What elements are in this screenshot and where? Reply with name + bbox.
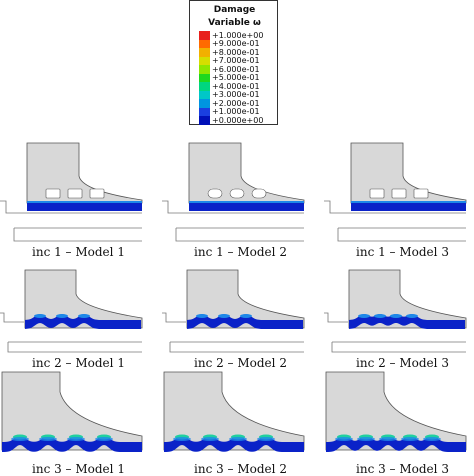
base-plate-outline	[175, 227, 304, 242]
legend-label: +1.000e-01	[212, 107, 260, 116]
base-plate-outline	[162, 312, 186, 323]
tool-groove	[67, 188, 83, 199]
tool-groove	[89, 188, 105, 199]
sheet-strip-edge	[351, 201, 466, 203]
legend-label: +8.000e-01	[212, 47, 260, 57]
caption-inc3-model1: inc 3 – Model 1	[32, 462, 125, 476]
base-plate-outline	[169, 341, 304, 353]
damage-zone	[34, 314, 46, 318]
tool-body	[163, 371, 305, 451]
tool-body	[188, 142, 305, 204]
base-plate-outline	[162, 200, 304, 214]
legend-label: +5.000e-01	[212, 73, 260, 82]
damage-zone	[379, 437, 397, 441]
legend-label: +4.000e-01	[212, 81, 260, 91]
damage-zone	[201, 437, 219, 441]
base-plate-outline	[13, 227, 142, 242]
legend-swatch	[199, 116, 210, 125]
legend-swatch	[199, 99, 210, 108]
tool-groove	[391, 188, 407, 199]
damage-zone	[423, 437, 441, 441]
base-plate-outline	[0, 312, 24, 323]
caption-inc2-model1: inc 2 – Model 1	[32, 356, 125, 370]
caption-inc1-model1: inc 1 – Model 1	[32, 245, 125, 259]
tool-groove	[229, 188, 245, 199]
legend-label: +9.000e-01	[212, 39, 260, 48]
base-plate-outline	[7, 341, 142, 353]
damage-zone	[357, 437, 375, 441]
damage-zone	[257, 437, 275, 441]
tool-groove	[45, 188, 61, 199]
legend-swatch	[199, 65, 210, 74]
damage-zone	[95, 437, 113, 441]
legend-swatch	[199, 39, 210, 49]
damage-zone	[390, 314, 402, 318]
sheet-strip-edge	[189, 201, 304, 203]
tool-body	[1, 371, 143, 451]
legend-swatch	[199, 31, 210, 40]
legend-swatch	[199, 56, 210, 66]
legend-swatch	[199, 82, 210, 91]
legend-swatch	[199, 90, 210, 100]
tool-body	[348, 269, 467, 329]
base-plate-outline	[331, 341, 466, 353]
damage-zone	[56, 314, 68, 318]
damage-zone	[229, 437, 247, 441]
tool-groove	[413, 188, 429, 199]
base-plate-outline	[324, 312, 348, 323]
sheet-strip	[27, 201, 142, 211]
caption-inc2-model3: inc 2 – Model 3	[356, 356, 449, 370]
sheet-strip	[25, 314, 141, 329]
tool-body	[26, 142, 143, 204]
damage-zone	[11, 437, 29, 441]
sheet-strip-edge	[27, 201, 142, 203]
damage-zone	[401, 437, 419, 441]
damage-zone	[374, 314, 386, 318]
legend-title: Damage	[213, 5, 256, 15]
legend-label: +2.000e-01	[212, 98, 260, 108]
damage-zone	[240, 314, 252, 318]
damage-zone	[78, 314, 90, 318]
caption-inc1-model3: inc 1 – Model 3	[356, 245, 449, 259]
legend-swatch	[199, 107, 210, 117]
damage-zone	[358, 314, 370, 318]
base-plate-outline	[0, 200, 142, 214]
sheet-strip	[189, 201, 304, 211]
legend-subtitle: Variable ω	[208, 18, 261, 28]
legend-label: +7.000e-01	[212, 56, 260, 65]
legend-label: +3.000e-01	[212, 90, 260, 99]
damage-zone	[406, 314, 418, 318]
tool-groove	[207, 188, 223, 199]
damage-zone	[196, 314, 208, 318]
legend-label: +0.000e+00	[212, 115, 264, 125]
sheet-strip	[351, 201, 466, 211]
base-plate-outline	[337, 227, 466, 242]
base-plate-outline	[324, 200, 466, 214]
tool-body	[350, 142, 467, 204]
tool-body	[24, 269, 143, 329]
sheet-strip	[187, 314, 303, 329]
tool-body	[325, 371, 467, 451]
caption-inc2-model2: inc 2 – Model 2	[194, 356, 287, 370]
tool-groove	[251, 188, 267, 199]
legend-swatch	[199, 73, 210, 83]
legend-label: +1.000e+00	[212, 30, 264, 40]
tool-groove	[369, 188, 385, 199]
caption-inc3-model2: inc 3 – Model 2	[194, 462, 287, 476]
damage-zone	[67, 437, 85, 441]
caption-inc1-model2: inc 1 – Model 2	[194, 245, 287, 259]
damage-zone	[335, 437, 353, 441]
damage-zone	[39, 437, 57, 441]
tool-body	[186, 269, 305, 329]
legend-label: +6.000e-01	[212, 64, 260, 74]
damage-legend: Damage Variable ω +1.000e+00 +9.000e-01 +8…	[189, 0, 278, 125]
damage-zone	[173, 437, 191, 441]
damage-zone	[218, 314, 230, 318]
caption-inc3-model3: inc 3 – Model 3	[356, 462, 449, 476]
legend-swatch	[199, 48, 210, 57]
